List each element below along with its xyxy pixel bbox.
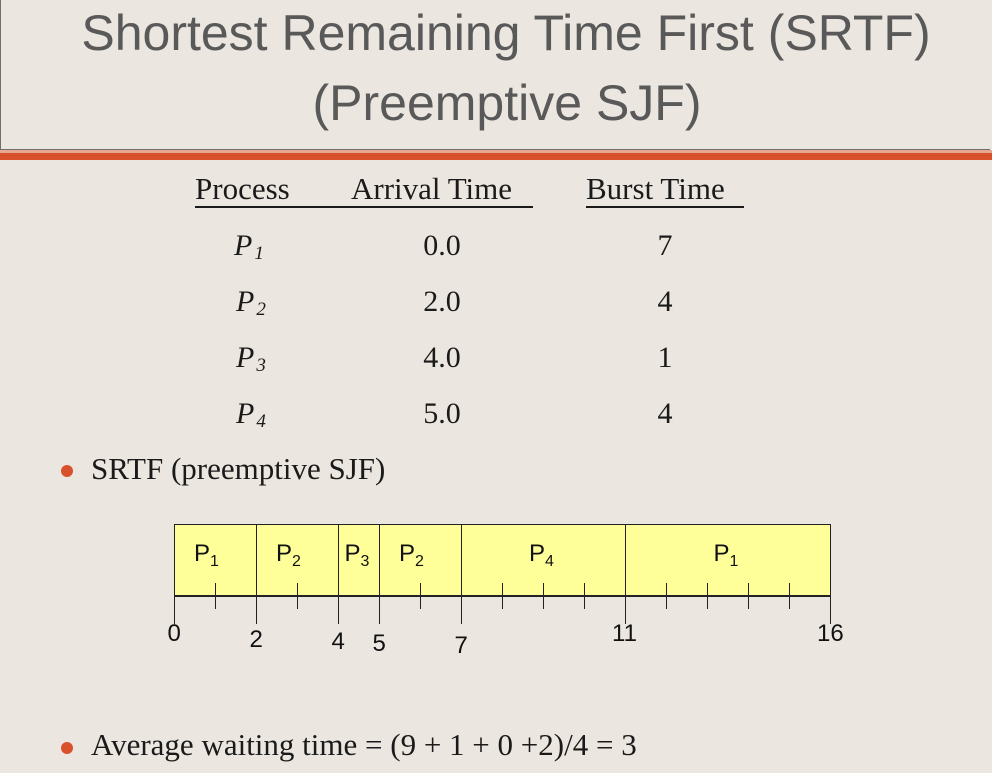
gantt-major-tick: [256, 596, 257, 624]
gantt-major-tick: [338, 596, 339, 624]
gantt-block-label: P2: [399, 540, 424, 570]
gantt-major-tick: [174, 596, 175, 624]
gantt-minor-tick: [666, 583, 667, 609]
gantt-axis-label: 2: [249, 626, 263, 653]
gantt-minor-tick: [584, 583, 585, 609]
accent-divider: [0, 153, 992, 160]
gantt-minor-tick: [420, 583, 421, 609]
gantt-major-tick: [830, 596, 831, 624]
gantt-axis-label: 16: [817, 620, 844, 647]
gantt-axis-label: 7: [454, 632, 468, 659]
gantt-block-label: P1: [713, 540, 739, 570]
arrival-value: 4.0: [423, 341, 461, 374]
gantt-block-label: P2: [276, 540, 301, 570]
slide-title-line-2: (Preemptive SJF): [312, 75, 702, 131]
bullet-srtf: SRTF (preemptive SJF): [91, 451, 386, 486]
burst-value: 4: [657, 397, 673, 430]
gantt-minor-tick: [707, 583, 708, 609]
burst-value: 1: [657, 341, 673, 374]
gantt-axis-label: 4: [331, 628, 345, 655]
bullet-dot: [61, 742, 73, 754]
burst-value: 4: [657, 285, 673, 318]
gantt-axis-label: 0: [167, 620, 181, 647]
header-underline: [586, 206, 744, 208]
gantt-minor-tick: [748, 583, 749, 609]
gantt-block: [338, 524, 380, 596]
header-underline: [195, 206, 533, 208]
slide-title-line-1: Shortest Remaining Time First (SRTF): [81, 5, 931, 61]
gantt-minor-tick: [297, 583, 298, 609]
burst-value: 7: [657, 229, 673, 262]
header-arrival-time: Arrival Time: [351, 171, 513, 206]
gantt-minor-tick: [789, 583, 790, 609]
gantt-major-tick: [625, 596, 626, 624]
gantt-block-label: P3: [344, 540, 370, 570]
gantt-minor-tick: [215, 583, 216, 609]
title-box: Shortest Remaining Time First (SRTF) (Pr…: [0, 0, 990, 150]
gantt-minor-tick: [502, 583, 503, 609]
accent-divider-thin: [0, 150, 992, 153]
arrival-value: 2.0: [423, 285, 461, 318]
gantt-minor-tick: [543, 583, 544, 609]
arrival-value: 0.0: [423, 229, 461, 262]
gantt-major-tick: [379, 596, 380, 624]
gantt-block: [625, 524, 831, 596]
arrival-value: 5.0: [423, 397, 461, 430]
bullet-average-waiting-time: Average waiting time = (9 + 1 + 0 +2)/4 …: [91, 727, 637, 762]
bullet-dot: [61, 465, 73, 477]
gantt-major-tick: [461, 596, 462, 624]
gantt-block-label: P1: [194, 540, 219, 570]
gantt-block-label: P4: [529, 540, 554, 570]
gantt-axis-label: 11: [612, 620, 637, 647]
header-burst-time: Burst Time: [586, 171, 725, 206]
gantt-axis-label: 5: [372, 630, 386, 657]
header-process: Process: [195, 171, 290, 206]
